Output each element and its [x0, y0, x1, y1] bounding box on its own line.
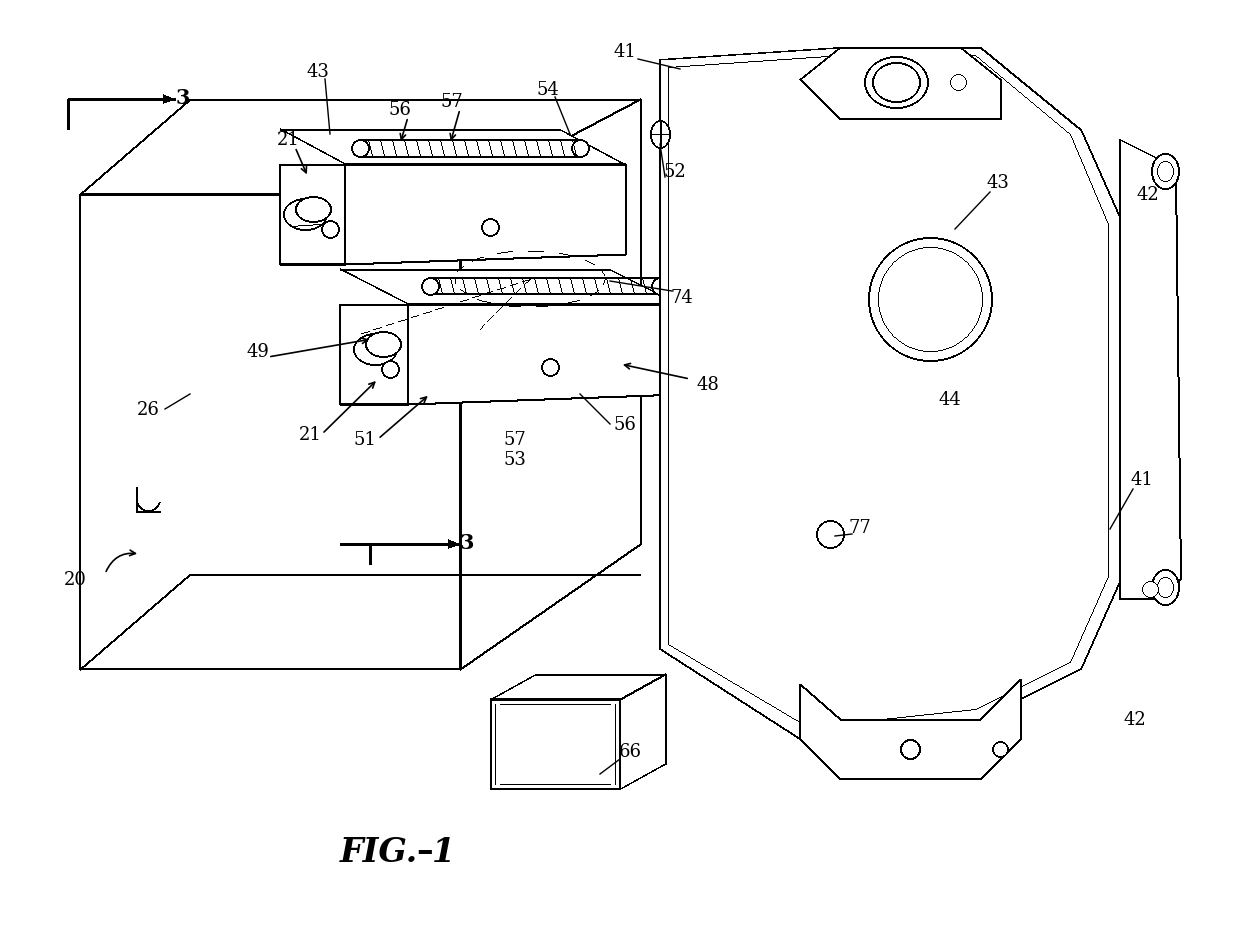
Text: 66: 66 — [618, 742, 642, 760]
Text: 21: 21 — [276, 131, 300, 149]
Text: 57: 57 — [441, 93, 463, 110]
Text: 77: 77 — [849, 518, 871, 536]
Text: 54: 54 — [536, 81, 559, 99]
Text: 56: 56 — [613, 415, 637, 433]
Text: 51: 51 — [353, 430, 377, 448]
Text: 43: 43 — [986, 174, 1010, 192]
Text: 74: 74 — [670, 289, 694, 307]
Text: 41: 41 — [613, 43, 637, 61]
Text: 3: 3 — [176, 88, 191, 108]
Text: 42: 42 — [1124, 710, 1146, 728]
Text: 56: 56 — [389, 101, 411, 119]
Text: 49: 49 — [247, 343, 269, 361]
Text: –: – — [416, 834, 432, 868]
Text: FIG.: FIG. — [339, 834, 419, 868]
Text: 26: 26 — [136, 400, 160, 418]
Text: 53: 53 — [503, 450, 527, 468]
Text: 20: 20 — [63, 570, 87, 588]
Text: 44: 44 — [939, 391, 961, 409]
Text: 52: 52 — [664, 162, 686, 181]
Text: 43: 43 — [306, 63, 330, 81]
Text: 1: 1 — [432, 834, 455, 868]
Text: 41: 41 — [1130, 470, 1154, 488]
Text: 57: 57 — [503, 430, 527, 448]
Text: 21: 21 — [299, 426, 321, 444]
Text: 48: 48 — [696, 376, 720, 394]
Text: 3: 3 — [460, 532, 475, 552]
Text: 42: 42 — [1136, 186, 1160, 204]
